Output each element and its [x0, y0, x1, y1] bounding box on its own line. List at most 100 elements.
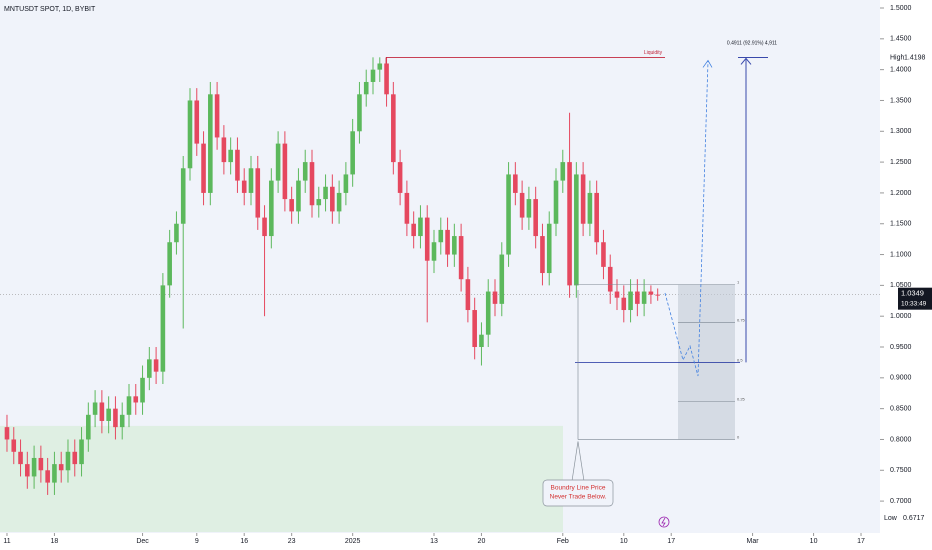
candle-body	[553, 180, 559, 224]
candle-body	[492, 291, 498, 304]
y-tick-label: 1.1000	[890, 251, 912, 258]
chart-title: MNTUSDT SPOT, 1D, BYBIT	[4, 6, 96, 13]
candle-body	[241, 180, 247, 193]
candle-body	[580, 174, 586, 224]
candle-body	[479, 334, 484, 348]
candle-body	[343, 174, 349, 193]
candle-body	[25, 464, 30, 477]
candle-body	[560, 162, 566, 181]
candle-body	[11, 439, 17, 452]
candle-body	[133, 396, 139, 403]
candle-body	[587, 192, 593, 224]
candle-body	[255, 168, 261, 218]
candle-body	[357, 94, 362, 132]
high-value: 1.4198	[904, 54, 926, 61]
candle-body	[79, 439, 84, 465]
support-zone	[0, 425, 563, 532]
candle-body	[235, 149, 240, 181]
candle-body	[445, 229, 450, 255]
x-tick-label: 16	[240, 538, 248, 545]
candle-body	[519, 192, 525, 218]
y-tick-label: 1.3000	[890, 128, 912, 135]
candle-body	[458, 236, 464, 280]
candle-body	[119, 414, 125, 428]
fib-label: 1	[737, 280, 740, 285]
candle-body	[248, 168, 254, 193]
y-tick-label: 0.8000	[890, 436, 912, 443]
candle-body	[648, 291, 654, 295]
x-tick-label: 10	[810, 538, 818, 545]
candle-body	[113, 408, 118, 428]
x-tick-label: 10	[620, 538, 628, 545]
x-tick-label: 18	[51, 538, 59, 545]
candle-body	[594, 192, 599, 243]
candle-body	[208, 94, 213, 193]
callout-text: Boundry Line Price	[551, 485, 606, 492]
candle-body	[574, 174, 579, 286]
candle-body	[187, 100, 193, 169]
candle-body	[147, 359, 152, 378]
candle-body	[621, 297, 627, 311]
y-tick-label: 1.2500	[890, 159, 912, 166]
y-tick-label: 0.9500	[890, 344, 912, 351]
candle-body	[316, 199, 322, 206]
candle-body	[201, 143, 206, 193]
y-tick-label: 0.7000	[890, 498, 912, 505]
candle-body	[228, 149, 233, 163]
y-tick-label: 1.4500	[890, 36, 912, 43]
candle-body	[289, 199, 294, 212]
y-tick-label: 1.5000	[890, 5, 912, 12]
x-tick-label: 17	[857, 538, 865, 545]
candle-body	[86, 414, 91, 440]
fib-label: 0.25	[737, 396, 746, 401]
candle-body	[370, 69, 376, 82]
candle-body	[363, 81, 369, 95]
candle-body	[269, 180, 274, 237]
candle-body	[635, 291, 640, 304]
candle-body	[485, 291, 491, 335]
y-tick-label: 0.9000	[890, 375, 912, 382]
y-tick-label: 1.0000	[890, 313, 912, 320]
candle-body	[377, 63, 383, 70]
x-tick-label: Dec	[136, 538, 149, 545]
candle-body	[567, 162, 572, 286]
x-tick-label: Feb	[557, 538, 569, 545]
candle-body	[126, 396, 132, 415]
candle-body	[472, 310, 477, 348]
candle-body	[153, 359, 159, 372]
candle-body	[452, 236, 457, 255]
event-bolt	[661, 517, 666, 527]
candle-body	[296, 180, 301, 212]
candle-body	[167, 242, 172, 286]
candle-body	[601, 242, 606, 267]
candle-body	[302, 162, 308, 181]
candle-body	[72, 451, 78, 465]
y-tick-label: 1.2000	[890, 190, 912, 197]
countdown: 10:33:49	[901, 300, 927, 307]
candle-body	[31, 457, 37, 477]
y-tick-label: 1.1500	[890, 221, 912, 228]
candle-body	[58, 464, 64, 471]
candle-body	[499, 254, 505, 304]
candle-body	[65, 451, 71, 471]
candle-body	[106, 408, 111, 421]
projection	[664, 61, 709, 377]
price-axis	[880, 0, 932, 550]
candle-body	[323, 186, 328, 200]
candle-body	[411, 223, 416, 237]
candle-body	[424, 217, 430, 261]
x-tick-label: Mar	[747, 538, 760, 545]
price-box	[898, 287, 932, 310]
candle-body	[92, 402, 98, 415]
candle-body	[221, 137, 227, 163]
candle-body	[160, 285, 166, 372]
y-tick-label: 0.8500	[890, 405, 912, 412]
candle-body	[438, 229, 444, 243]
candle-body	[275, 143, 281, 181]
candle-body	[533, 199, 538, 237]
candle-body	[513, 174, 518, 193]
candle-body	[655, 294, 660, 296]
high-label: High	[890, 54, 905, 61]
low-value: 0.6717	[903, 515, 925, 522]
